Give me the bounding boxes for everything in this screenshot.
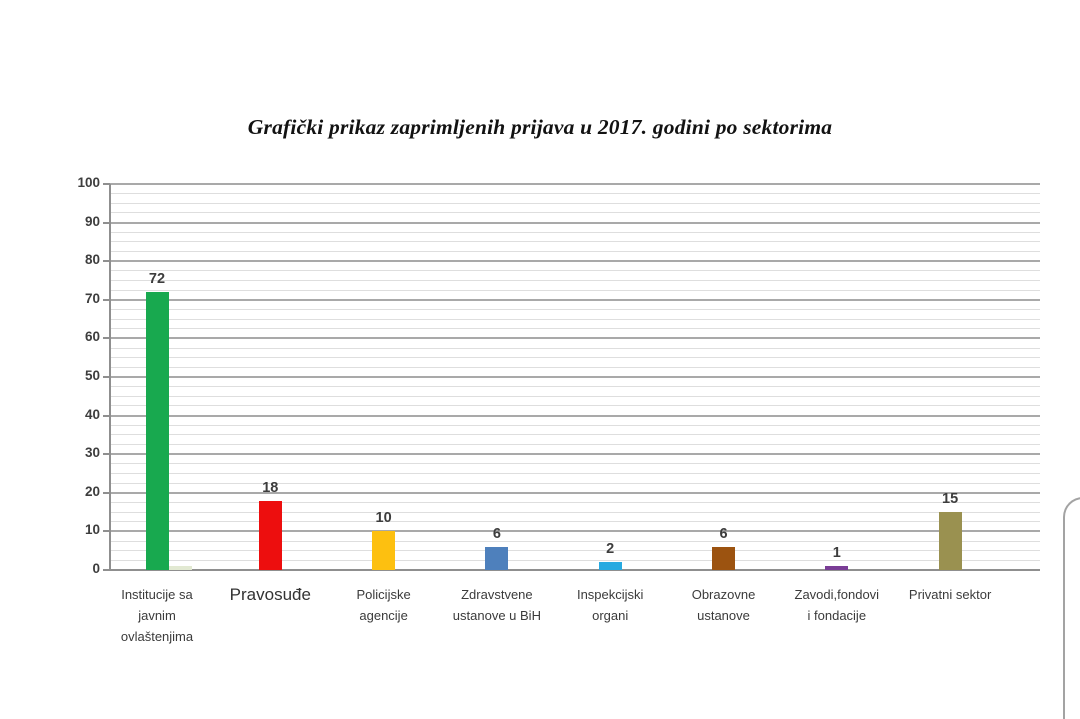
minor-gridline <box>110 212 1040 214</box>
bar-value-label: 15 <box>942 491 959 508</box>
category-label: Zavodi,fondovi i fondacije <box>794 587 880 623</box>
bar-5 <box>598 562 622 570</box>
minor-gridline <box>110 405 1040 407</box>
minor-gridline <box>110 463 1040 465</box>
minor-gridline <box>110 280 1040 281</box>
bar-4 <box>485 546 509 570</box>
minor-gridline <box>110 308 1040 310</box>
minor-gridline <box>110 251 1040 253</box>
minor-gridline <box>110 482 1040 484</box>
minor-gridline <box>110 347 1040 349</box>
minor-gridline <box>110 511 1040 513</box>
y-tick-label: 80 <box>84 252 100 268</box>
y-tick-mark <box>103 183 110 185</box>
minor-gridline <box>110 270 1040 272</box>
minor-gridline <box>110 521 1040 523</box>
y-tick-label: 0 <box>92 561 100 576</box>
minor-gridline <box>110 550 1040 552</box>
bar-value-label: 72 <box>148 271 166 288</box>
category-label: Pravosuđe <box>229 585 311 604</box>
minor-gridline <box>110 540 1040 542</box>
minor-gridline <box>110 202 1040 204</box>
y-tick-mark <box>103 569 110 571</box>
y-tick-label: 100 <box>77 175 100 190</box>
major-gridline <box>110 337 1040 340</box>
major-gridline <box>110 453 1040 456</box>
bar-8 <box>938 512 962 570</box>
secondary-bar <box>168 566 192 570</box>
minor-gridline <box>110 395 1040 397</box>
minor-gridline <box>110 318 1040 320</box>
major-gridline <box>110 414 1040 417</box>
bar-6 <box>712 546 735 570</box>
major-gridline <box>110 298 1040 301</box>
bar-value-label: 10 <box>375 510 392 527</box>
major-gridline <box>110 260 1040 263</box>
cropped-panel-corner <box>1063 497 1080 719</box>
minor-gridline <box>110 231 1040 233</box>
y-tick-label: 70 <box>84 290 100 306</box>
y-tick-label: 40 <box>84 406 100 422</box>
y-tick-mark <box>103 530 110 533</box>
minor-gridline <box>110 559 1040 561</box>
category-label: Obrazovne ustanove <box>691 587 756 623</box>
category-label: Policijske agencije <box>356 587 411 623</box>
minor-gridline <box>110 444 1040 446</box>
bar-2 <box>258 500 282 570</box>
minor-gridline <box>110 473 1040 474</box>
y-tick-label: 60 <box>84 329 100 345</box>
y-tick-label: 10 <box>84 522 100 538</box>
y-tick-mark <box>103 453 110 456</box>
minor-gridline <box>110 501 1040 503</box>
major-gridline <box>110 530 1040 533</box>
minor-gridline <box>110 434 1040 436</box>
y-tick-label: 30 <box>84 445 100 461</box>
y-tick-mark <box>103 221 110 224</box>
minor-gridline <box>110 357 1040 359</box>
major-gridline <box>110 491 1040 494</box>
y-tick-label: 90 <box>84 213 100 229</box>
y-tick-mark <box>103 491 110 494</box>
minor-gridline <box>110 366 1040 368</box>
y-tick-label: 20 <box>84 483 100 499</box>
major-gridline <box>110 183 1040 185</box>
y-tick-mark <box>103 337 110 340</box>
bar-7 <box>825 566 849 570</box>
y-tick-mark <box>103 260 110 263</box>
bar-1 <box>145 292 169 570</box>
bar-value-label: 1 <box>832 545 841 562</box>
bar-value-label: 18 <box>262 479 279 496</box>
bar-value-label: 2 <box>606 541 615 558</box>
bar-3 <box>372 531 396 570</box>
minor-gridline <box>110 328 1040 330</box>
major-gridline <box>110 221 1040 224</box>
x-axis-line <box>110 569 1040 571</box>
y-tick-mark <box>103 414 110 417</box>
category-label: Inspekcijski organi <box>576 587 644 623</box>
y-tick-mark <box>103 376 110 378</box>
bar-chart: Grafički prikaz zaprimljenih prijava u 2… <box>77 115 1080 719</box>
category-label: Zdravstvene ustanove u BiH <box>452 587 541 623</box>
category-label: Privatni sektor <box>908 587 992 602</box>
category-label: Institucije sa javnim ovlaštenjima <box>120 587 194 644</box>
chart-title: Grafički prikaz zaprimljenih prijava u 2… <box>247 115 833 140</box>
minor-gridline <box>110 241 1040 243</box>
y-tick-label: 50 <box>84 368 100 383</box>
y-tick-mark <box>103 298 110 301</box>
minor-gridline <box>110 424 1040 426</box>
y-axis-line <box>109 184 111 570</box>
minor-gridline <box>110 289 1040 291</box>
major-gridline <box>110 376 1040 378</box>
bar-value-label: 6 <box>492 525 501 542</box>
minor-gridline <box>110 193 1040 195</box>
minor-gridline <box>110 386 1040 388</box>
bar-value-label: 6 <box>719 525 728 542</box>
